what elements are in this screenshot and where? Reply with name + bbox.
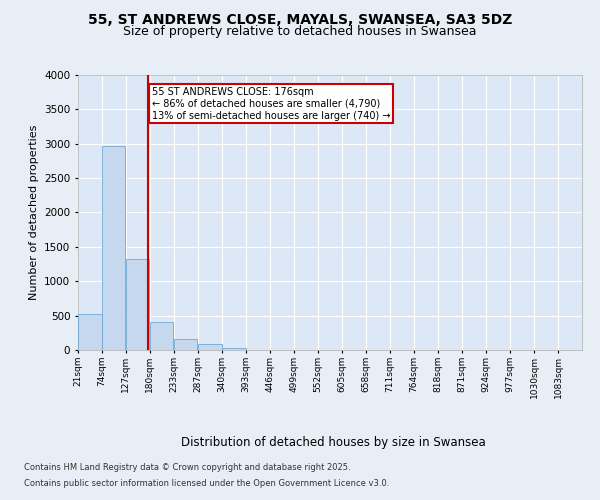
Bar — [198, 344, 222, 350]
Text: 55, ST ANDREWS CLOSE, MAYALS, SWANSEA, SA3 5DZ: 55, ST ANDREWS CLOSE, MAYALS, SWANSEA, S… — [88, 12, 512, 26]
Bar — [222, 348, 245, 350]
Y-axis label: Number of detached properties: Number of detached properties — [29, 125, 38, 300]
Bar — [102, 146, 125, 350]
Bar — [150, 322, 173, 350]
Text: 55 ST ANDREWS CLOSE: 176sqm
← 86% of detached houses are smaller (4,790)
13% of : 55 ST ANDREWS CLOSE: 176sqm ← 86% of det… — [152, 88, 390, 120]
Bar — [174, 338, 197, 350]
Text: Size of property relative to detached houses in Swansea: Size of property relative to detached ho… — [123, 25, 477, 38]
Text: Distribution of detached houses by size in Swansea: Distribution of detached houses by size … — [181, 436, 485, 449]
Text: Contains public sector information licensed under the Open Government Licence v3: Contains public sector information licen… — [24, 478, 389, 488]
Bar — [78, 314, 101, 350]
Text: Contains HM Land Registry data © Crown copyright and database right 2025.: Contains HM Land Registry data © Crown c… — [24, 464, 350, 472]
Bar — [126, 258, 149, 350]
